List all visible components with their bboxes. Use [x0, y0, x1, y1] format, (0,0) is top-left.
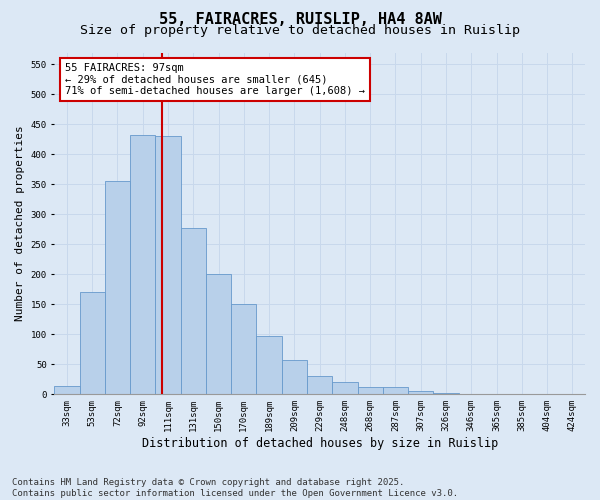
Bar	[408, 392, 433, 394]
Bar	[181, 228, 206, 394]
Bar	[231, 304, 256, 394]
Bar	[282, 360, 307, 394]
Bar	[256, 336, 282, 394]
Bar	[105, 182, 130, 394]
Text: Contains HM Land Registry data © Crown copyright and database right 2025.
Contai: Contains HM Land Registry data © Crown c…	[12, 478, 458, 498]
Text: 55, FAIRACRES, RUISLIP, HA4 8AW: 55, FAIRACRES, RUISLIP, HA4 8AW	[158, 12, 442, 28]
Bar	[155, 136, 181, 394]
Bar	[332, 382, 358, 394]
Bar	[130, 136, 155, 394]
Bar	[55, 386, 80, 394]
Y-axis label: Number of detached properties: Number of detached properties	[15, 126, 25, 322]
Bar	[433, 392, 458, 394]
Bar	[358, 386, 383, 394]
Bar	[383, 387, 408, 394]
Bar	[307, 376, 332, 394]
X-axis label: Distribution of detached houses by size in Ruislip: Distribution of detached houses by size …	[142, 437, 498, 450]
Bar	[206, 274, 231, 394]
Text: Size of property relative to detached houses in Ruislip: Size of property relative to detached ho…	[80, 24, 520, 37]
Bar	[80, 292, 105, 394]
Text: 55 FAIRACRES: 97sqm
← 29% of detached houses are smaller (645)
71% of semi-detac: 55 FAIRACRES: 97sqm ← 29% of detached ho…	[65, 63, 365, 96]
